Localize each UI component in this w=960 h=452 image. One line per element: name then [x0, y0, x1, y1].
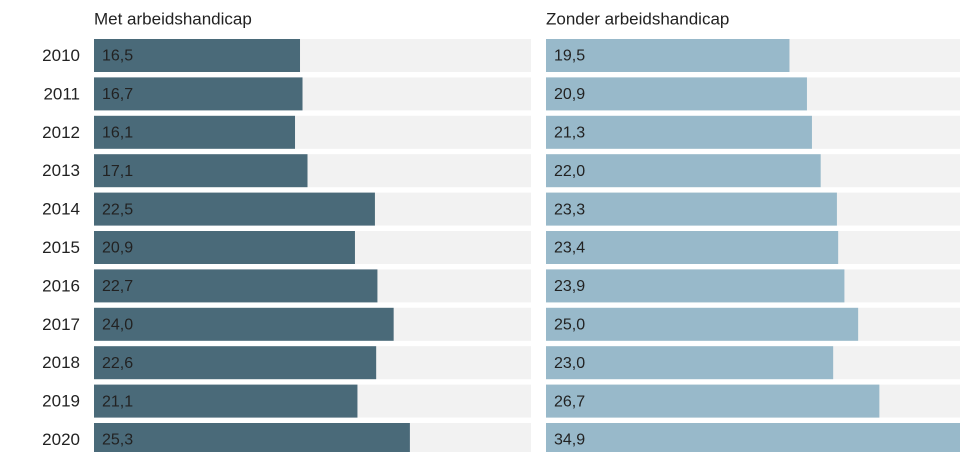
bar: [546, 77, 807, 111]
bar: [94, 115, 296, 149]
value-label: 21,1: [102, 393, 133, 410]
value-label: 25,0: [554, 317, 585, 334]
value-label: 23,4: [554, 240, 585, 257]
bar: [94, 307, 394, 341]
y-tick-label: 2019: [42, 392, 80, 411]
y-tick-label: 2011: [43, 84, 80, 103]
bar: [94, 154, 308, 188]
value-label: 16,5: [102, 48, 133, 65]
bar: [546, 115, 812, 149]
value-label: 21,3: [554, 125, 585, 142]
value-label: 16,1: [102, 125, 133, 142]
y-tick-label: 2020: [42, 430, 80, 449]
bar: [546, 384, 880, 418]
y-tick-label: 2012: [42, 123, 80, 142]
bar: [94, 231, 355, 264]
bar: [546, 307, 859, 341]
bar: [94, 269, 378, 303]
value-label: 23,3: [554, 201, 585, 218]
y-tick-label: 2010: [42, 46, 80, 65]
value-label: 23,0: [554, 355, 585, 372]
bar: [546, 154, 821, 188]
bar: [94, 39, 301, 72]
y-tick-label: 2017: [42, 315, 80, 334]
bar: [94, 192, 375, 226]
value-label: 20,9: [102, 240, 133, 257]
bar: [94, 77, 303, 111]
value-label: 26,7: [554, 393, 585, 410]
value-label: 23,9: [554, 278, 585, 295]
value-label: 22,6: [102, 355, 133, 372]
value-label: 34,9: [554, 432, 585, 449]
panel-title: Zonder arbeidshandicap: [546, 9, 729, 28]
bar: [546, 269, 845, 303]
value-label: 25,3: [102, 432, 133, 449]
bar: [94, 346, 377, 380]
y-tick-label: 2018: [42, 353, 80, 372]
y-tick-label: 2016: [42, 276, 80, 295]
bar: [546, 192, 837, 226]
value-label: 22,0: [554, 163, 585, 180]
value-label: 16,7: [102, 86, 133, 103]
value-label: 19,5: [554, 48, 585, 65]
value-label: 22,7: [102, 278, 133, 295]
value-label: 22,5: [102, 201, 133, 218]
y-tick-label: 2013: [42, 161, 80, 180]
bar: [94, 423, 410, 452]
panel-title: Met arbeidshandicap: [94, 9, 252, 28]
bar: [546, 346, 834, 380]
bar: [546, 39, 790, 72]
bar: [94, 384, 358, 418]
y-tick-label: 2015: [42, 238, 80, 257]
value-label: 17,1: [102, 163, 133, 180]
bar: [546, 423, 960, 452]
bar: [546, 231, 839, 264]
value-label: 20,9: [554, 86, 585, 103]
value-label: 24,0: [102, 317, 133, 334]
y-tick-label: 2014: [42, 200, 80, 219]
